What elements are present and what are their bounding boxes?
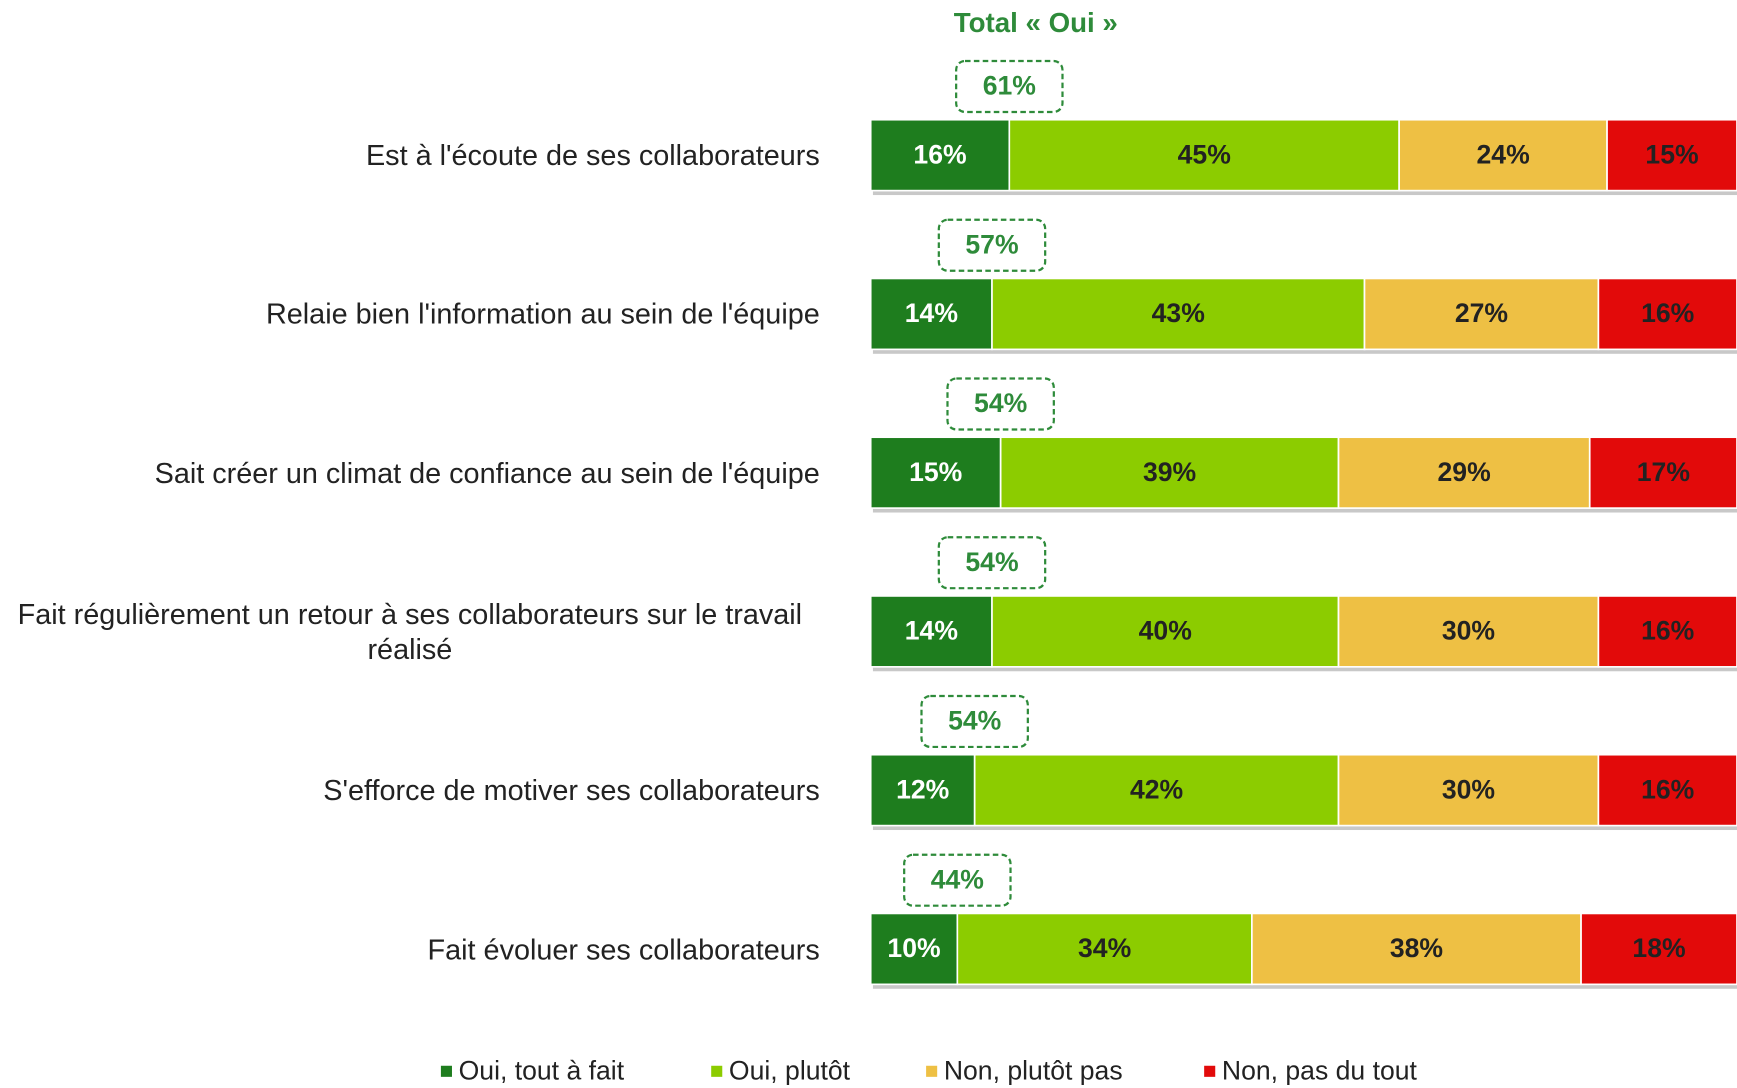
total-box [920, 694, 1029, 749]
category-row: S'efforce de motiver ses collaborateurs [0, 724, 820, 857]
legend-swatch [440, 1065, 452, 1077]
bar-shadow [872, 349, 1737, 354]
category-row: Sait créer un climat de confiance au sei… [0, 406, 820, 539]
category-label: Sait créer un climat de confiance au sei… [154, 456, 820, 490]
legend-label: Non, plutôt pas [944, 1055, 1123, 1085]
legend-label: Oui, tout à fait [459, 1055, 625, 1085]
bar-shadow [872, 825, 1737, 831]
data-label: 16% [913, 139, 966, 169]
total-label: 44% [931, 864, 984, 894]
data-label: 27% [1455, 298, 1508, 328]
legend-label: Oui, plutôt [729, 1055, 851, 1085]
category-label: Fait évoluer ses collaborateurs [427, 932, 820, 966]
data-label: 16% [1641, 616, 1694, 646]
data-label: 14% [905, 298, 958, 328]
data-label: 38% [1390, 933, 1443, 963]
bar-segment [869, 595, 993, 668]
total-box [937, 536, 1047, 590]
total-label: 61% [983, 71, 1036, 101]
total-title: Total « Oui » [954, 7, 1118, 38]
data-label: 18% [1632, 933, 1685, 963]
bar-segment [1597, 595, 1737, 668]
legend-swatch [926, 1065, 938, 1077]
bar-segment [956, 912, 1253, 986]
bar-segment [1337, 595, 1600, 668]
data-label: 15% [909, 457, 962, 487]
bar-shadow [872, 984, 1737, 989]
category-label-box: Est à l'écoute de ses collaborateurs [0, 89, 820, 222]
bar-segment [869, 118, 1011, 192]
bar-segment [1588, 436, 1737, 509]
bar-segment [991, 277, 1366, 351]
category-label-box: Fait régulièrement un retour à ses colla… [0, 565, 820, 698]
data-label: 24% [1477, 139, 1530, 169]
bar-segment [1337, 753, 1600, 827]
total-label: 57% [965, 229, 1018, 259]
data-label: 30% [1442, 616, 1495, 646]
bar-segment [1597, 753, 1737, 827]
bar-segment [973, 753, 1340, 827]
data-label: 15% [1645, 139, 1698, 169]
category-label: Relaie bien l'information au sein de l'é… [265, 297, 820, 331]
data-label: 40% [1139, 616, 1192, 646]
data-label: 39% [1143, 457, 1196, 487]
bar-segment [1580, 912, 1737, 986]
total-label: 54% [948, 706, 1001, 736]
category-label-box: Sait créer un climat de confiance au sei… [0, 406, 820, 539]
total-box [955, 59, 1064, 114]
bar-segment [869, 277, 993, 351]
data-label: 14% [905, 616, 958, 646]
category-label: S'efforce de motiver ses collaborateurs [323, 773, 820, 807]
data-label: 34% [1078, 933, 1131, 963]
legend-swatch [711, 1065, 723, 1077]
bar-shadow [872, 190, 1737, 196]
total-box [946, 377, 1055, 431]
bar-segment [999, 436, 1340, 509]
category-label: Fait régulièrement un retour à ses colla… [17, 597, 803, 666]
legend-swatch [1204, 1065, 1216, 1077]
legend-label: Non, pas du tout [1222, 1055, 1418, 1085]
bar-segment [869, 912, 959, 986]
data-label: 16% [1641, 774, 1694, 804]
data-label: 42% [1130, 774, 1183, 804]
category-row: Est à l'écoute de ses collaborateurs [0, 89, 820, 222]
bar-segment [1606, 118, 1737, 192]
category-label-box: Relaie bien l'information au sein de l'é… [0, 247, 820, 380]
data-label: 12% [896, 774, 949, 804]
data-label: 10% [887, 933, 940, 963]
category-row: Fait régulièrement un retour à ses colla… [0, 565, 820, 698]
bar-shadow [872, 666, 1737, 672]
data-label: 43% [1152, 298, 1205, 328]
bar-segment [869, 753, 976, 827]
category-label-box: S'efforce de motiver ses collaborateurs [0, 724, 820, 857]
category-label-box: Fait évoluer ses collaborateurs [0, 882, 820, 1015]
bar-segment [991, 595, 1340, 668]
data-label: 29% [1438, 457, 1491, 487]
total-box [903, 853, 1012, 907]
total-box [937, 218, 1047, 272]
bar-segment [1597, 277, 1737, 351]
category-row: Relaie bien l'information au sein de l'é… [0, 247, 820, 380]
total-label: 54% [974, 388, 1027, 418]
bar-segment [1008, 118, 1400, 192]
data-label: 30% [1442, 774, 1495, 804]
total-label: 54% [965, 547, 1018, 577]
data-label: 16% [1641, 298, 1694, 328]
data-label: 17% [1637, 457, 1690, 487]
category-label: Est à l'écoute de ses collaborateurs [365, 138, 820, 172]
bar-shadow [872, 508, 1737, 513]
data-label: 45% [1178, 139, 1231, 169]
category-row: Fait évoluer ses collaborateurs [0, 882, 820, 1015]
bar-segment [1363, 277, 1600, 351]
